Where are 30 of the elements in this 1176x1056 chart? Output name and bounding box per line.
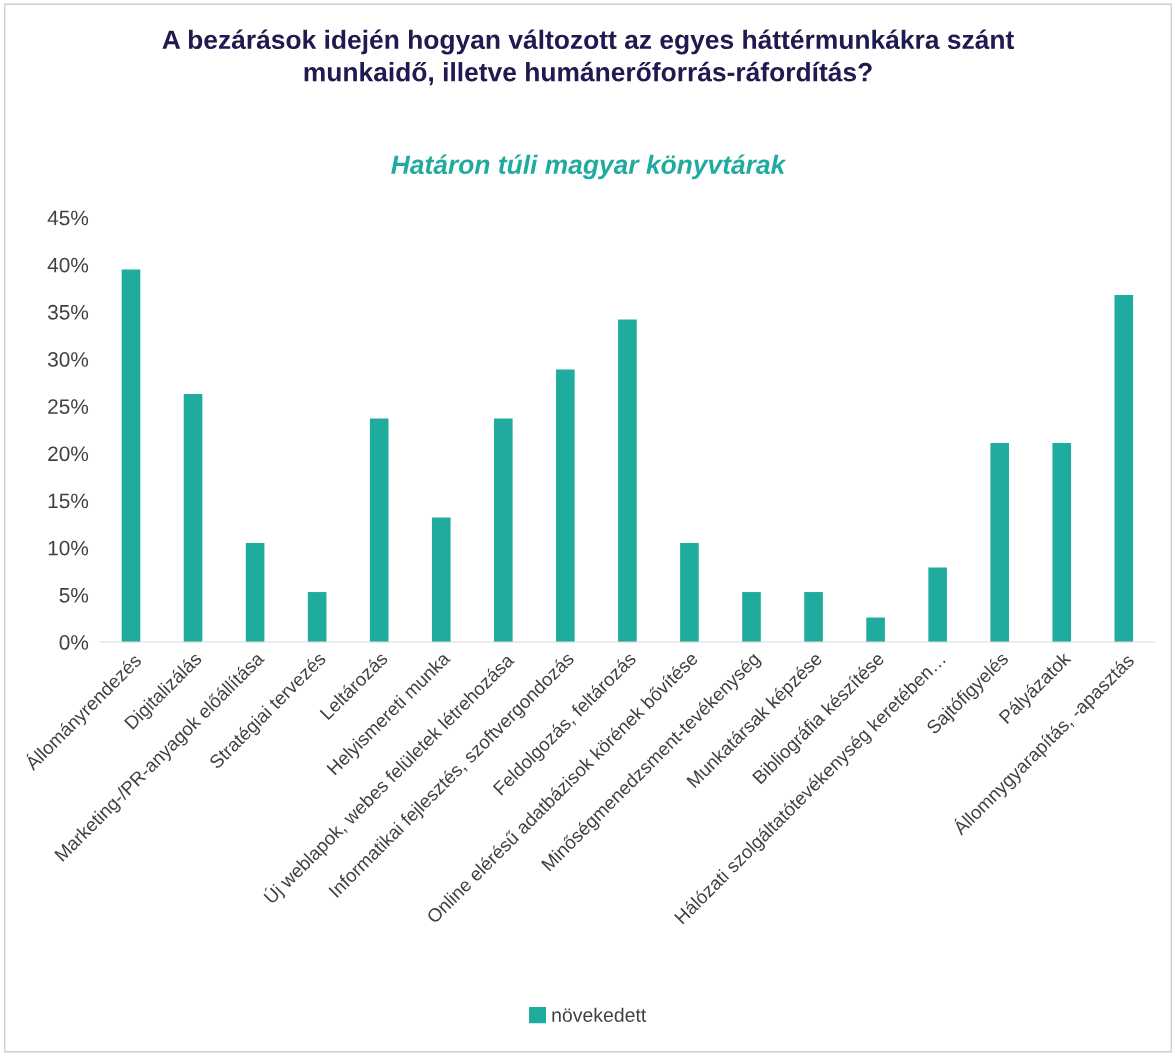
bar xyxy=(183,393,203,643)
y-tick-label: 45% xyxy=(47,210,89,226)
bar xyxy=(680,543,699,643)
bar xyxy=(556,369,575,643)
bar xyxy=(866,617,885,643)
bar xyxy=(1114,294,1134,643)
y-tick-label: 5% xyxy=(59,587,89,603)
y-tick-label: 15% xyxy=(48,493,89,509)
bar xyxy=(369,418,389,643)
chart-title: A bezárások idején hogyan változott az egyes háttérmunkákra szánt munkaidő, illetve humánerőforrás-ráfordítás? xyxy=(162,29,1014,86)
bar xyxy=(618,319,637,643)
bar xyxy=(742,592,761,643)
bar xyxy=(928,567,947,643)
legend-label: növekedett xyxy=(552,1007,647,1022)
y-tick-label: 30% xyxy=(47,352,89,367)
bar xyxy=(121,269,141,643)
bar xyxy=(493,418,513,643)
y-tick-label: 20% xyxy=(48,446,89,462)
y-tick-label: 35% xyxy=(47,304,89,320)
bar xyxy=(990,443,1010,643)
bar xyxy=(307,592,327,643)
bar xyxy=(245,543,265,643)
bar xyxy=(1052,443,1072,643)
chart-subtitle: Határon túli magyar könyvtárak xyxy=(391,154,787,180)
bar xyxy=(431,517,451,643)
y-tick-label: 10% xyxy=(48,540,89,556)
bar xyxy=(804,592,823,643)
y-tick-label: 40% xyxy=(47,257,89,273)
y-tick-label: 25% xyxy=(48,399,89,414)
y-tick-label: 0% xyxy=(59,635,89,650)
